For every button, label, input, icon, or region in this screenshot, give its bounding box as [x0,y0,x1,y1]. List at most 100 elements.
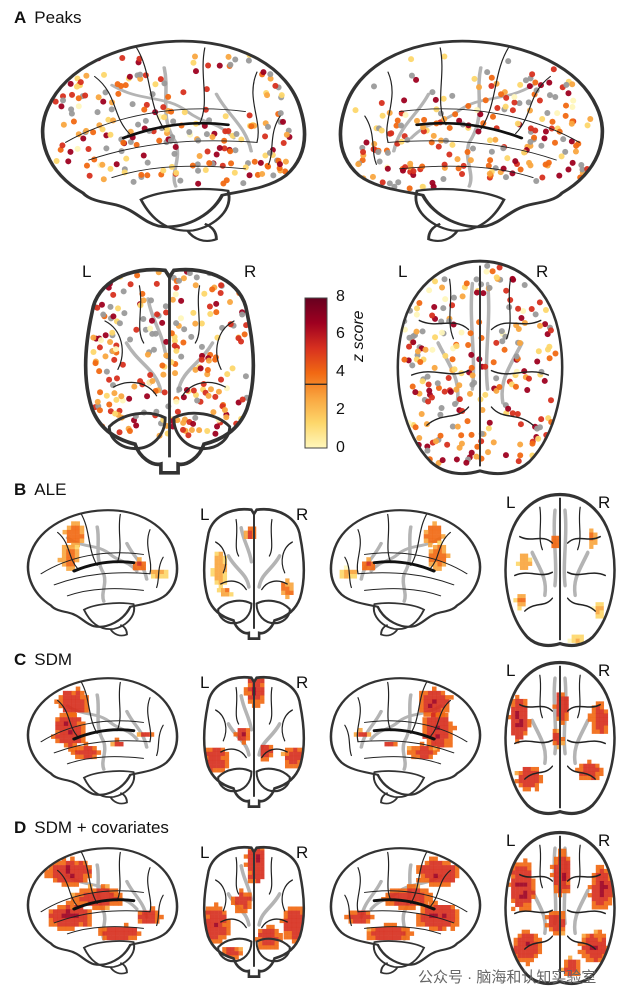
activation-voxel [436,529,442,535]
brain-template [202,675,306,808]
peak-dot [444,441,451,448]
activation-voxel [599,771,604,777]
activation-voxel [100,892,106,898]
activation-voxel [297,747,302,753]
peak-dot [137,75,144,82]
peak-dot [451,366,458,373]
activation-voxel [70,909,75,914]
activation-voxel [597,953,603,959]
peak-dot [223,414,230,421]
activation-voxel [519,870,524,875]
activation-voxel [243,534,249,539]
activation-voxel [515,698,520,704]
peak-dot [453,343,460,350]
gyrus-line [220,748,247,759]
activation-voxel [437,566,442,571]
activation-voxel [66,566,71,571]
gyrus-line [216,320,235,371]
peak-dot [238,136,245,143]
activation-voxel [123,922,129,928]
activation-voxel [256,687,261,692]
peak-dot [474,106,481,113]
activation-voxel [552,740,557,746]
activation-voxel [114,741,120,747]
peak-dot [454,423,461,430]
activation-voxel [96,750,102,755]
activation-voxel [57,905,62,910]
activation-voxel [87,750,93,755]
activation-voxel [511,878,516,883]
peak-dot [394,117,401,124]
activation-voxel [260,866,265,871]
activation-voxel [74,553,80,559]
activation-voxel [433,922,438,927]
activation-voxel [220,759,226,765]
activation-voxel [515,890,520,895]
activation-voxel [258,941,263,946]
peak-dot [570,97,577,104]
activation-voxel [428,542,433,548]
activation-voxel [63,734,69,739]
peak-dot [551,139,558,146]
activation-voxel [83,892,89,898]
activation-voxel [212,755,217,761]
activation-voxel [79,525,85,531]
peaks-coronal [62,255,277,475]
activation-voxel [61,905,67,910]
activation-voxel [222,931,227,936]
activation-voxel [402,901,408,906]
activation-voxel [441,557,447,563]
activation-voxel [523,565,529,570]
activation-voxel [515,878,520,883]
activation-voxel [523,882,528,887]
activation-voxel [518,775,523,780]
activation-voxel [426,717,432,722]
brain-inner-outline [109,624,128,637]
activation-voxel [530,766,535,772]
peak-dot [204,366,211,373]
activation-voxel [522,770,527,776]
peak-dot [515,305,522,312]
peak-dot [264,92,271,99]
activation-voxel [533,945,539,951]
watermark: 公众号 · 脑海和认知实验室 [418,969,597,986]
activation-voxel [519,565,525,570]
peak-dot [120,288,127,295]
activation-voxel [222,910,227,915]
activation-voxel [256,695,261,700]
activation-voxel [450,865,456,870]
activation-voxel [61,557,67,563]
activation-voxel [119,935,125,941]
activation-voxel [446,865,451,870]
activation-voxel [515,711,520,716]
activation-voxel [603,868,609,874]
activation-voxel [287,926,293,932]
peak-dot [209,286,216,293]
activation-voxel [258,932,263,938]
activation-voxel [80,690,85,696]
activation-voxel [74,549,80,554]
activation-voxel [92,888,97,893]
peak-dot [532,79,539,86]
peak-dot [489,113,496,120]
peak-dot [522,77,529,84]
activation-voxel [599,872,605,878]
peak-dot [180,394,187,401]
activation-voxel [556,708,561,713]
gyrus-line [363,552,468,575]
peak-dot [471,379,478,386]
activation-voxel [411,888,416,893]
activation-voxel [57,878,62,883]
activation-voxel [270,945,275,950]
activation-voxel [63,712,69,718]
activation-voxel [132,561,138,566]
activation-voxel [366,557,371,562]
ale-coronal-left-marker: L [200,505,210,524]
activation-voxel [264,757,270,762]
activation-voxel [383,922,389,928]
activation-voxel [258,945,263,950]
activation-voxel [402,905,408,911]
activation-voxel [432,549,438,554]
activation-voxel [55,717,60,722]
activation-voxel [209,926,215,932]
